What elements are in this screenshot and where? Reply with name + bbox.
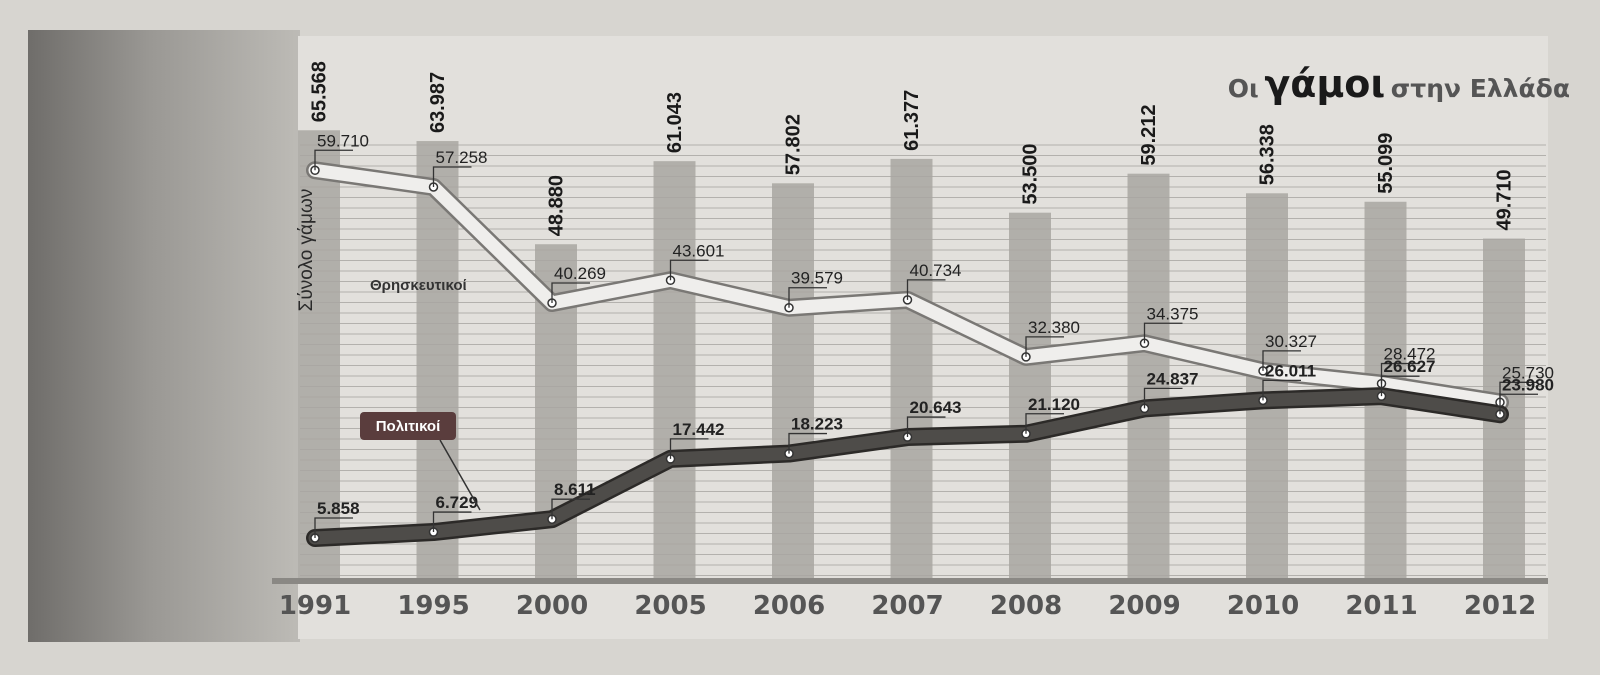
civil-leader-2000	[551, 498, 590, 520]
bar-2009	[1127, 173, 1170, 578]
religious-label-2012: 25.730	[1502, 363, 1554, 382]
religious-label-2000: 40.269	[554, 264, 606, 283]
civil-leader-2011	[1380, 375, 1420, 397]
civil-leader-2010	[1262, 379, 1301, 401]
x-tick-1991: 1991	[279, 591, 351, 621]
civil-leader-1991	[314, 517, 353, 538]
civil-leader-2005	[669, 438, 709, 459]
series-name-civil: Πολιτικοί	[376, 418, 441, 435]
x-tick-2009: 2009	[1108, 591, 1180, 621]
religious-label-2007: 40.734	[910, 261, 962, 280]
civil-leader-2012	[1499, 393, 1538, 415]
bar-label-2005: 61.043	[664, 92, 686, 153]
chart-title: Οι γάμοι στην Ελλάδα	[1228, 62, 1570, 106]
bar-2010	[1246, 193, 1288, 579]
bar-label-2012: 49.710	[1493, 169, 1515, 230]
bar-2006	[772, 183, 814, 578]
civil-label-2011: 26.627	[1384, 357, 1436, 376]
x-tick-2006: 2006	[753, 591, 825, 621]
x-tick-1995: 1995	[397, 591, 469, 621]
religious-label-1995: 57.258	[436, 148, 488, 167]
civil-label-2006: 18.223	[791, 415, 843, 434]
civil-leader-2007	[906, 416, 946, 438]
bar-label-1991: 65.568	[308, 61, 330, 122]
bar-2005	[653, 161, 696, 578]
civil-leader-1995	[432, 511, 472, 533]
bar-1991	[298, 130, 340, 578]
civil-label-2000: 8.611	[554, 480, 596, 499]
civil-label-2010: 26.011	[1265, 361, 1316, 380]
civil-label-2012: 23.980	[1502, 375, 1554, 394]
bar-label-2006: 57.802	[782, 114, 804, 175]
religious-leader-2005	[669, 259, 709, 281]
x-tick-2012: 2012	[1464, 591, 1536, 621]
title-post: στην Ελλάδα	[1390, 74, 1570, 103]
bar-2007	[890, 158, 933, 579]
bar-label-2007: 61.377	[901, 90, 923, 151]
religious-label-2009: 34.375	[1147, 304, 1199, 323]
religious-leader-2009	[1143, 322, 1183, 344]
religious-label-2006: 39.579	[791, 269, 843, 288]
civil-label-1995: 6.729	[436, 493, 479, 512]
series-name-religious: Θρησκευτικοί	[370, 277, 467, 294]
x-tick-2010: 2010	[1227, 591, 1299, 621]
religious-leader-2000	[551, 282, 590, 304]
religious-label-2008: 32.380	[1028, 318, 1080, 337]
x-axis-rule	[272, 578, 1548, 584]
religious-leader-2008	[1025, 336, 1064, 357]
bar-label-2008: 53.500	[1019, 143, 1041, 204]
civil-leader-2008	[1025, 413, 1064, 434]
bar-label-2011: 55.099	[1375, 133, 1397, 194]
photo-hands-ring	[28, 30, 300, 642]
bar-2008	[1009, 212, 1051, 578]
series-tag-civil-pointer	[439, 439, 481, 511]
civil-label-2005: 17.442	[673, 420, 725, 439]
bar-label-2009: 59.212	[1138, 104, 1160, 165]
religious-leader-1991	[314, 149, 353, 171]
title-pre: Οι	[1227, 74, 1259, 103]
religious-leader-2007	[906, 279, 946, 300]
religious-leader-2010	[1262, 350, 1301, 371]
religious-label-2011: 28.472	[1384, 345, 1436, 364]
civil-label-1991: 5.858	[317, 499, 360, 518]
bar-label-2000: 48.880	[545, 175, 567, 236]
religious-leader-1995	[432, 166, 472, 188]
religious-label-2010: 30.327	[1265, 332, 1317, 351]
x-tick-2011: 2011	[1345, 591, 1417, 621]
x-tick-2007: 2007	[871, 591, 943, 621]
bar-label-2010: 56.338	[1256, 124, 1278, 185]
civil-leader-2009	[1143, 387, 1183, 409]
religious-label-2005: 43.601	[673, 241, 725, 260]
bar-label-1995: 63.987	[427, 72, 449, 133]
title-main: γάμοι	[1264, 62, 1386, 106]
civil-label-2007: 20.643	[910, 398, 962, 417]
religious-label-1991: 59.710	[317, 131, 369, 150]
x-tick-2005: 2005	[634, 591, 706, 621]
civil-label-2009: 24.837	[1147, 369, 1199, 388]
x-tick-2000: 2000	[516, 591, 588, 621]
civil-leader-2006	[788, 432, 827, 454]
civil-label-2008: 21.120	[1028, 395, 1080, 414]
y-axis-label: Σύνολο γάμων	[296, 189, 317, 312]
x-tick-2008: 2008	[990, 591, 1062, 621]
series-tag-civil-bg	[360, 412, 456, 440]
religious-leader-2006	[788, 287, 827, 308]
